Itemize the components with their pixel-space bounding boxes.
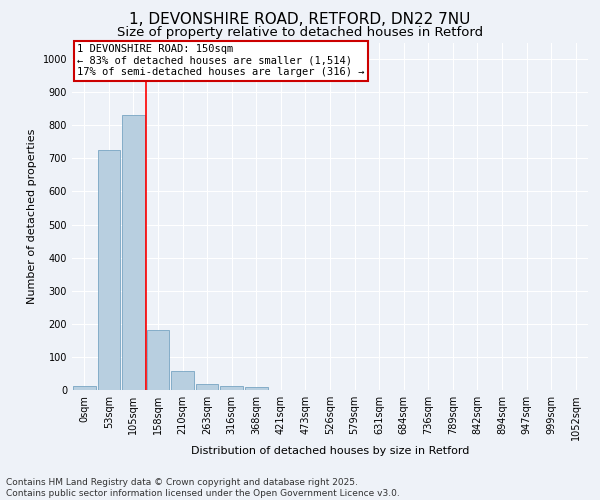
- Bar: [98, 150, 120, 390]
- Text: Contains HM Land Registry data © Crown copyright and database right 2025.
Contai: Contains HM Land Registry data © Crown c…: [6, 478, 400, 498]
- Bar: [245, 386, 268, 390]
- X-axis label: Distribution of detached houses by size in Retford: Distribution of detached houses by size …: [191, 446, 469, 456]
- Text: 1 DEVONSHIRE ROAD: 150sqm
← 83% of detached houses are smaller (1,514)
17% of se: 1 DEVONSHIRE ROAD: 150sqm ← 83% of detac…: [77, 44, 365, 78]
- Bar: [171, 371, 194, 390]
- Bar: [220, 386, 243, 390]
- Bar: [122, 116, 145, 390]
- Text: Size of property relative to detached houses in Retford: Size of property relative to detached ho…: [117, 26, 483, 39]
- Bar: [146, 330, 169, 390]
- Bar: [73, 386, 95, 390]
- Y-axis label: Number of detached properties: Number of detached properties: [27, 128, 37, 304]
- Bar: [196, 384, 218, 390]
- Text: 1, DEVONSHIRE ROAD, RETFORD, DN22 7NU: 1, DEVONSHIRE ROAD, RETFORD, DN22 7NU: [130, 12, 470, 28]
